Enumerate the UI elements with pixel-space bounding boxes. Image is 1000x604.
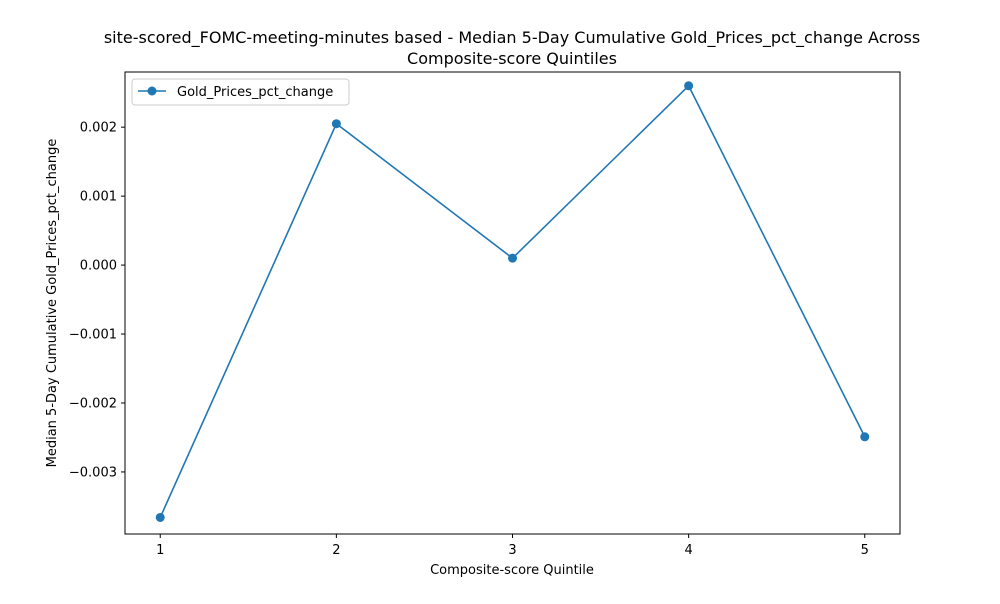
data-point [331,119,341,129]
data-point [860,432,870,442]
chart-title-line-1: site-scored_FOMC-meeting-minutes based -… [104,28,920,48]
y-axis-ticks: 0.002 0.001 0.000 −0.001 −0.002 −0.003 [69,121,125,480]
y-tick-label: −0.003 [69,465,117,480]
chart-title-line-2: Composite-score Quintiles [407,49,617,68]
y-axis-label: Median 5-Day Cumulative Gold_Prices_pct_… [45,139,60,468]
y-tick-label: −0.002 [69,396,117,411]
x-axis-ticks: 1 2 3 4 5 [156,534,869,558]
legend-label: Gold_Prices_pct_change [177,85,333,100]
y-tick-label: 0.000 [80,259,117,274]
x-tick-label: 3 [508,543,516,558]
x-tick-label: 2 [332,543,340,558]
legend: Gold_Prices_pct_change [131,78,350,106]
x-tick-label: 5 [861,543,869,558]
series-layer [155,81,870,522]
y-tick-label: −0.001 [69,328,117,343]
x-tick-label: 4 [684,543,692,558]
data-point [508,253,517,263]
legend-frame [131,78,350,106]
x-tick-label: 1 [156,543,164,558]
plot-area-frame [124,71,901,535]
data-point [155,512,165,522]
data-point [684,81,694,91]
legend-marker-swatch [147,86,157,96]
y-tick-label: 0.001 [80,190,117,205]
y-tick-label: 0.002 [80,121,117,136]
x-axis-label: Composite-score Quintile [430,563,594,578]
